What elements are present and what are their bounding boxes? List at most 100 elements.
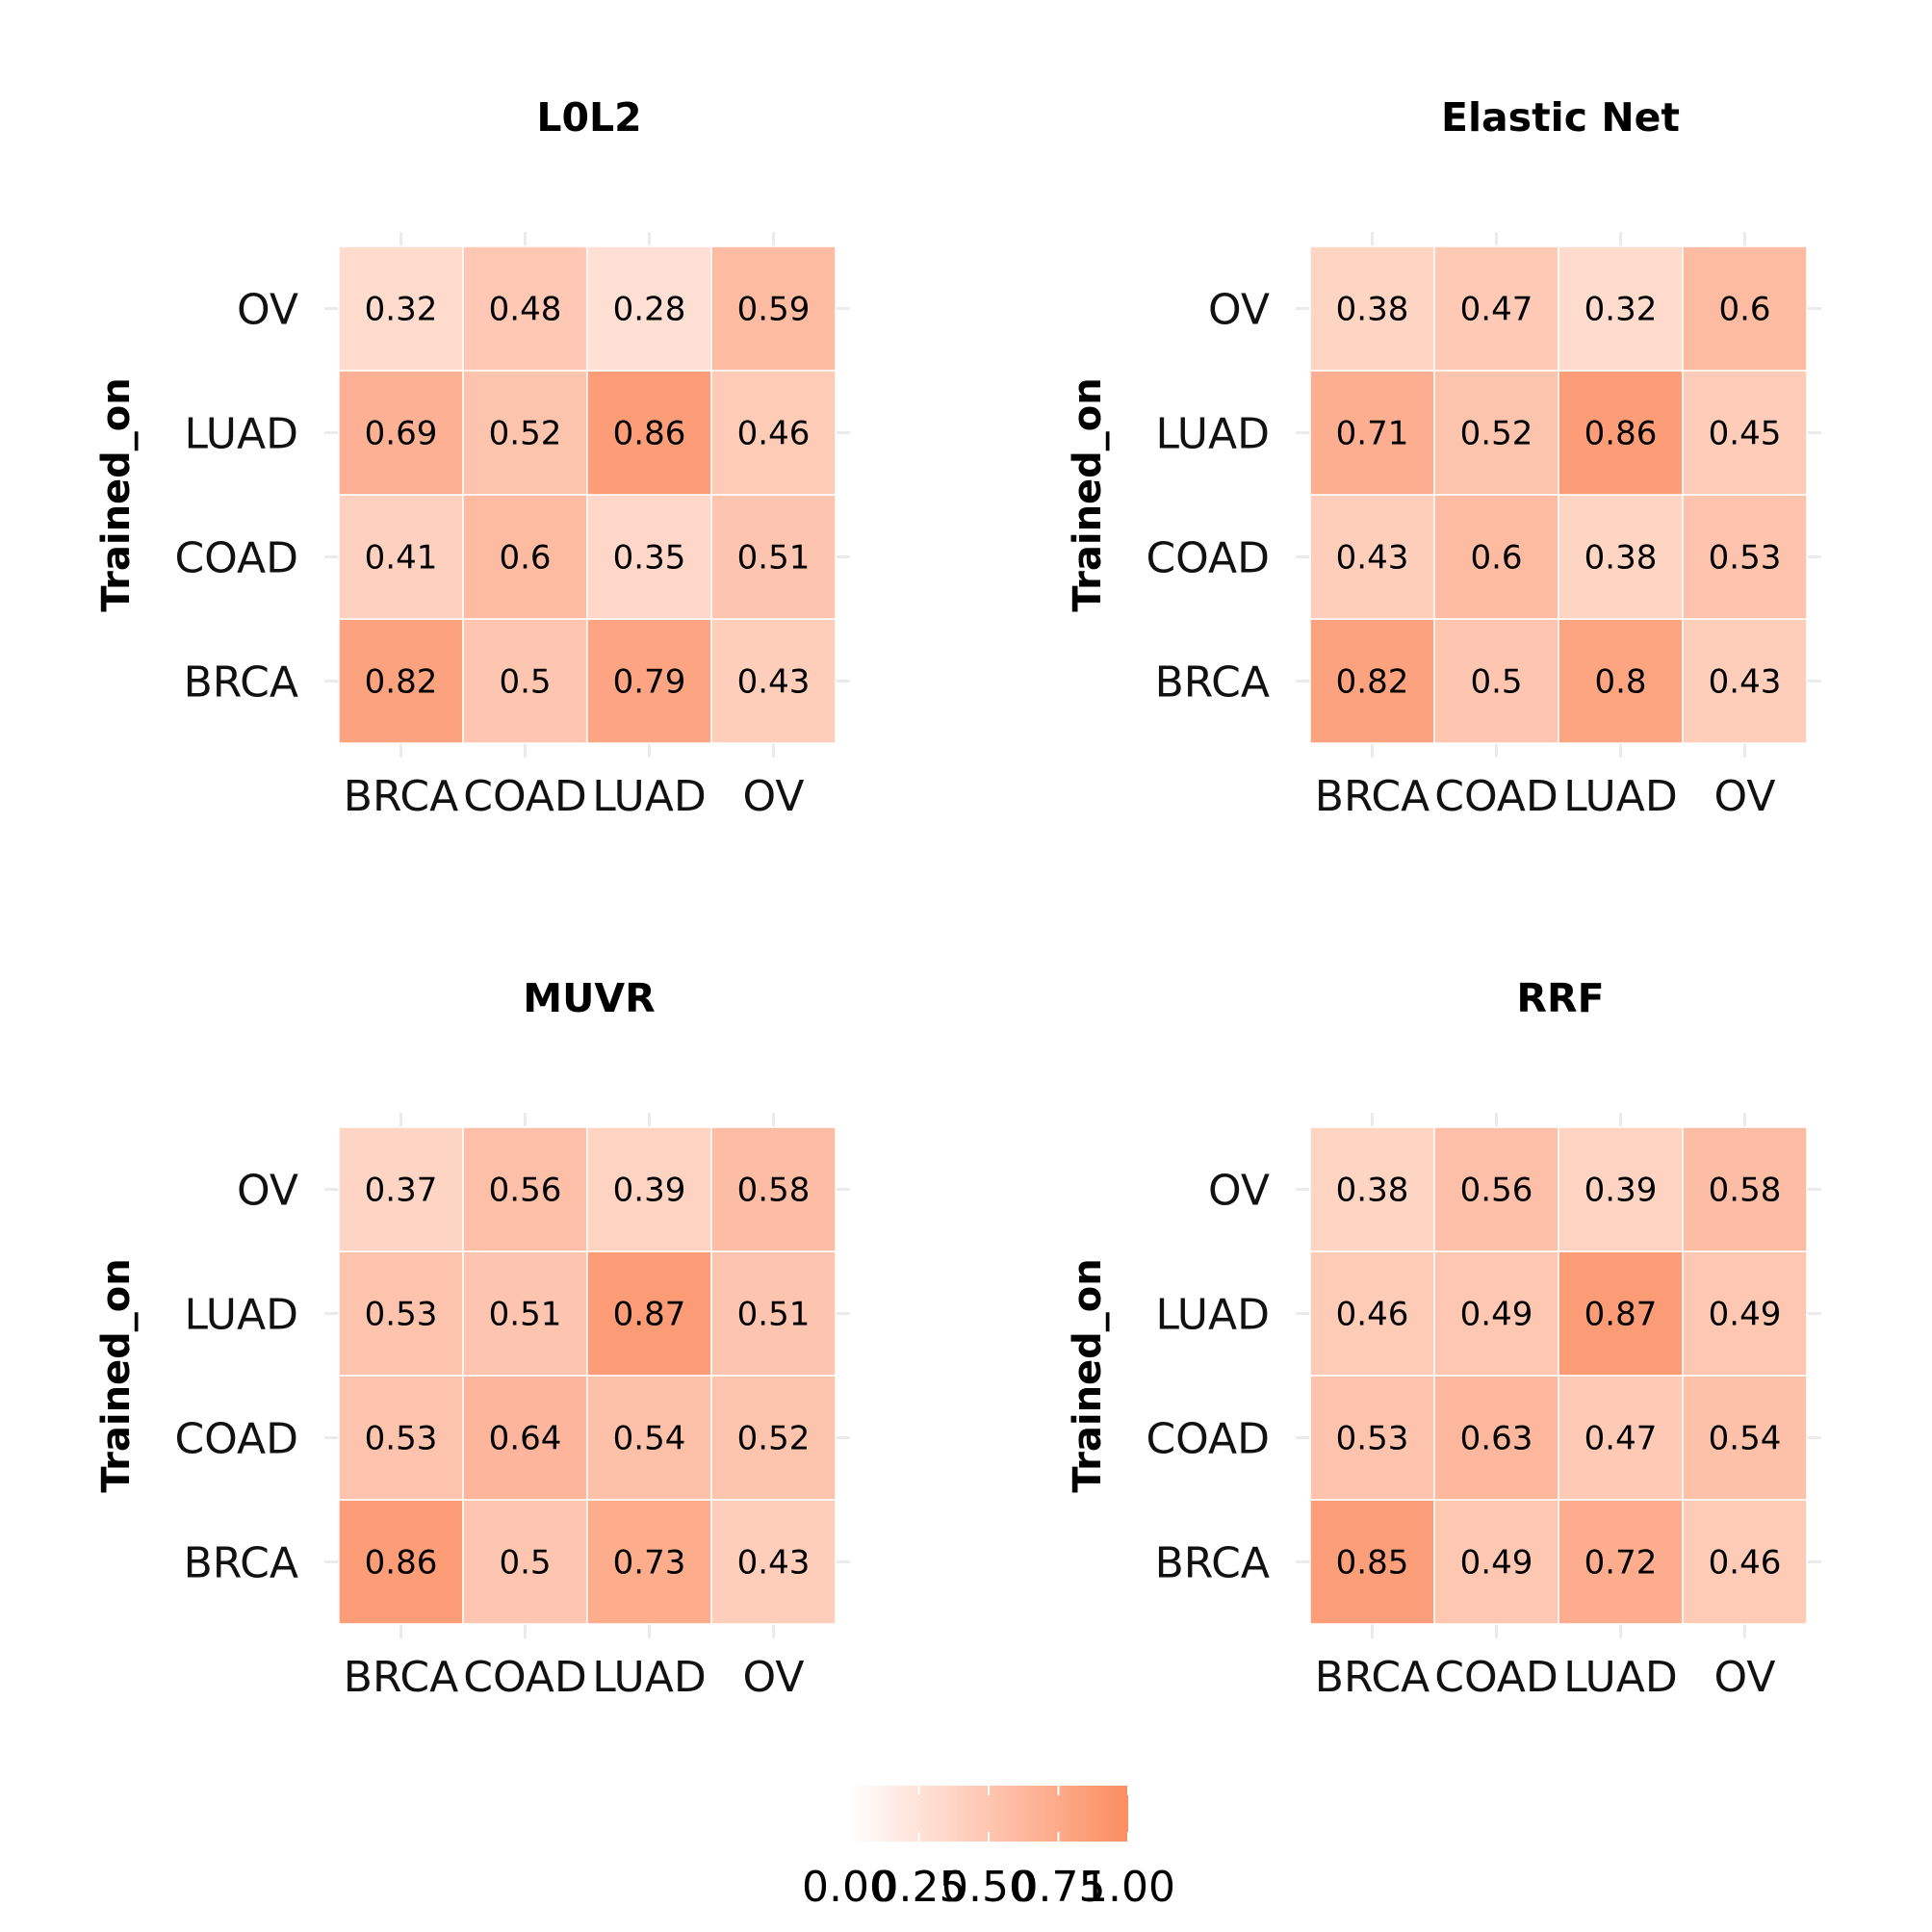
cell-value-label: 0.73 bbox=[613, 1544, 686, 1583]
x-tick-label: BRCA bbox=[1315, 772, 1430, 821]
cell-value-label: 0.6 bbox=[1470, 539, 1522, 578]
cell-value-label: 0.52 bbox=[737, 1420, 811, 1458]
heatmap-cell bbox=[1558, 618, 1684, 744]
heatmap-cell bbox=[710, 494, 837, 620]
heatmap-cell bbox=[462, 370, 588, 496]
heatmap-cell bbox=[338, 618, 464, 744]
cell-value-label: 0.35 bbox=[613, 539, 686, 578]
cell-value-label: 0.43 bbox=[1709, 663, 1782, 702]
heatmap-cell bbox=[710, 245, 837, 372]
heatmap-panel: RRF 0.85 0.49 0.72 0.46 0.53 0.63 0.47 0.54 0.46 0… bbox=[1066, 975, 1821, 1702]
heatmap-cell bbox=[1309, 1375, 1435, 1501]
cell-value-label: 0.53 bbox=[365, 1296, 438, 1334]
cell-value-label: 0.86 bbox=[365, 1544, 438, 1583]
x-tick-label: BRCA bbox=[1315, 1653, 1430, 1702]
x-tick-label: COAD bbox=[1434, 772, 1558, 821]
heatmap-cell bbox=[1433, 245, 1559, 372]
heatmap-cell bbox=[1558, 245, 1684, 372]
x-tick-label: OV bbox=[743, 1653, 805, 1702]
y-tick-label: LUAD bbox=[1155, 1291, 1270, 1340]
cell-value-label: 0.54 bbox=[1709, 1420, 1782, 1458]
heatmap-cell bbox=[1682, 370, 1808, 496]
heatmap-cell bbox=[462, 618, 588, 744]
heatmap-panel: L0L2 0.82 0.5 0.79 0.43 0.41 0.6 0.35 0.51 0.69 0.… bbox=[94, 94, 850, 821]
heatmap-cell bbox=[1309, 370, 1435, 496]
heatmap-cell bbox=[1309, 1499, 1435, 1625]
heatmap-cell bbox=[1682, 1375, 1808, 1501]
heatmap-cell bbox=[1682, 245, 1808, 372]
heatmap-cell bbox=[462, 245, 588, 372]
y-tick-label: COAD bbox=[174, 534, 298, 583]
cell-value-label: 0.52 bbox=[489, 415, 562, 453]
cell-value-label: 0.63 bbox=[1460, 1420, 1533, 1458]
cell-value-label: 0.51 bbox=[737, 1296, 811, 1334]
heatmap-cell bbox=[710, 1499, 837, 1625]
cell-value-label: 0.56 bbox=[1460, 1172, 1533, 1210]
heatmap-cell bbox=[462, 1250, 588, 1377]
cell-value-label: 0.6 bbox=[499, 539, 551, 578]
heatmap-cell bbox=[710, 1250, 837, 1377]
panel-title: L0L2 bbox=[536, 94, 641, 141]
panel-title: MUVR bbox=[523, 975, 655, 1021]
heatmap-cell bbox=[1433, 1375, 1559, 1501]
y-tick-label: OV bbox=[1208, 1167, 1270, 1216]
cell-value-label: 0.82 bbox=[365, 663, 438, 702]
cell-value-label: 0.45 bbox=[1709, 415, 1782, 453]
cell-value-label: 0.87 bbox=[613, 1296, 686, 1334]
cell-value-label: 0.43 bbox=[737, 663, 811, 702]
legend-tick-label: 0.00 bbox=[802, 1863, 896, 1912]
heatmap-cell bbox=[586, 618, 712, 744]
cell-value-label: 0.37 bbox=[365, 1172, 438, 1210]
cell-value-label: 0.6 bbox=[1718, 291, 1770, 329]
y-tick-label: COAD bbox=[1146, 1415, 1270, 1464]
cell-value-label: 0.85 bbox=[1336, 1544, 1409, 1583]
cell-value-label: 0.38 bbox=[1336, 291, 1409, 329]
heatmap-cell bbox=[462, 1375, 588, 1501]
x-tick-label: BRCA bbox=[344, 772, 458, 821]
x-tick-label: LUAD bbox=[592, 1653, 707, 1702]
cell-value-label: 0.51 bbox=[489, 1296, 562, 1334]
cell-value-label: 0.46 bbox=[737, 415, 811, 453]
cell-value-label: 0.82 bbox=[1336, 663, 1409, 702]
heatmap-cell bbox=[710, 618, 837, 744]
heatmap-cell bbox=[586, 245, 712, 372]
cell-value-label: 0.47 bbox=[1460, 291, 1533, 329]
y-tick-label: BRCA bbox=[1155, 1539, 1270, 1588]
y-tick-label: BRCA bbox=[184, 1539, 298, 1588]
heatmap-cell bbox=[338, 494, 464, 620]
heatmap-cell bbox=[462, 494, 588, 620]
legend: 0.000.250.500.751.00 bbox=[802, 1786, 1175, 1912]
y-tick-label: COAD bbox=[1146, 534, 1270, 583]
legend-tick-label: 0.50 bbox=[941, 1863, 1036, 1912]
heatmap-cell bbox=[710, 370, 837, 496]
cell-value-label: 0.41 bbox=[365, 539, 438, 578]
heatmap-cell bbox=[338, 245, 464, 372]
x-tick-label: LUAD bbox=[592, 772, 707, 821]
heatmap-cell bbox=[1309, 245, 1435, 372]
cell-value-label: 0.69 bbox=[365, 415, 438, 453]
cell-value-label: 0.43 bbox=[1336, 539, 1409, 578]
heatmap-cell bbox=[1682, 618, 1808, 744]
y-tick-label: LUAD bbox=[184, 410, 298, 459]
cell-value-label: 0.46 bbox=[1709, 1544, 1782, 1583]
cell-value-label: 0.71 bbox=[1336, 415, 1409, 453]
cell-value-label: 0.38 bbox=[1584, 539, 1658, 578]
cell-value-label: 0.47 bbox=[1584, 1420, 1658, 1458]
cell-value-label: 0.32 bbox=[1584, 291, 1658, 329]
x-tick-label: LUAD bbox=[1563, 1653, 1678, 1702]
x-tick-label: COAD bbox=[463, 772, 587, 821]
heatmap-cell bbox=[338, 370, 464, 496]
heatmap-cell bbox=[710, 1126, 837, 1252]
y-tick-label: OV bbox=[1208, 286, 1270, 335]
panel-title: RRF bbox=[1516, 975, 1604, 1021]
y-tick-label: BRCA bbox=[184, 658, 298, 708]
legend-tick-label: 1.00 bbox=[1081, 1863, 1175, 1912]
cell-value-label: 0.5 bbox=[499, 1544, 551, 1583]
x-tick-label: COAD bbox=[1434, 1653, 1558, 1702]
cell-value-label: 0.39 bbox=[1584, 1172, 1658, 1210]
cell-value-label: 0.56 bbox=[489, 1172, 562, 1210]
cell-value-label: 0.5 bbox=[1470, 663, 1522, 702]
y-tick-label: LUAD bbox=[184, 1291, 298, 1340]
heatmap-cell bbox=[1433, 370, 1559, 496]
heatmap-panel: Elastic Net 0.82 0.5 0.8 0.43 0.43 0.6 0.38 0.53… bbox=[1066, 94, 1821, 821]
